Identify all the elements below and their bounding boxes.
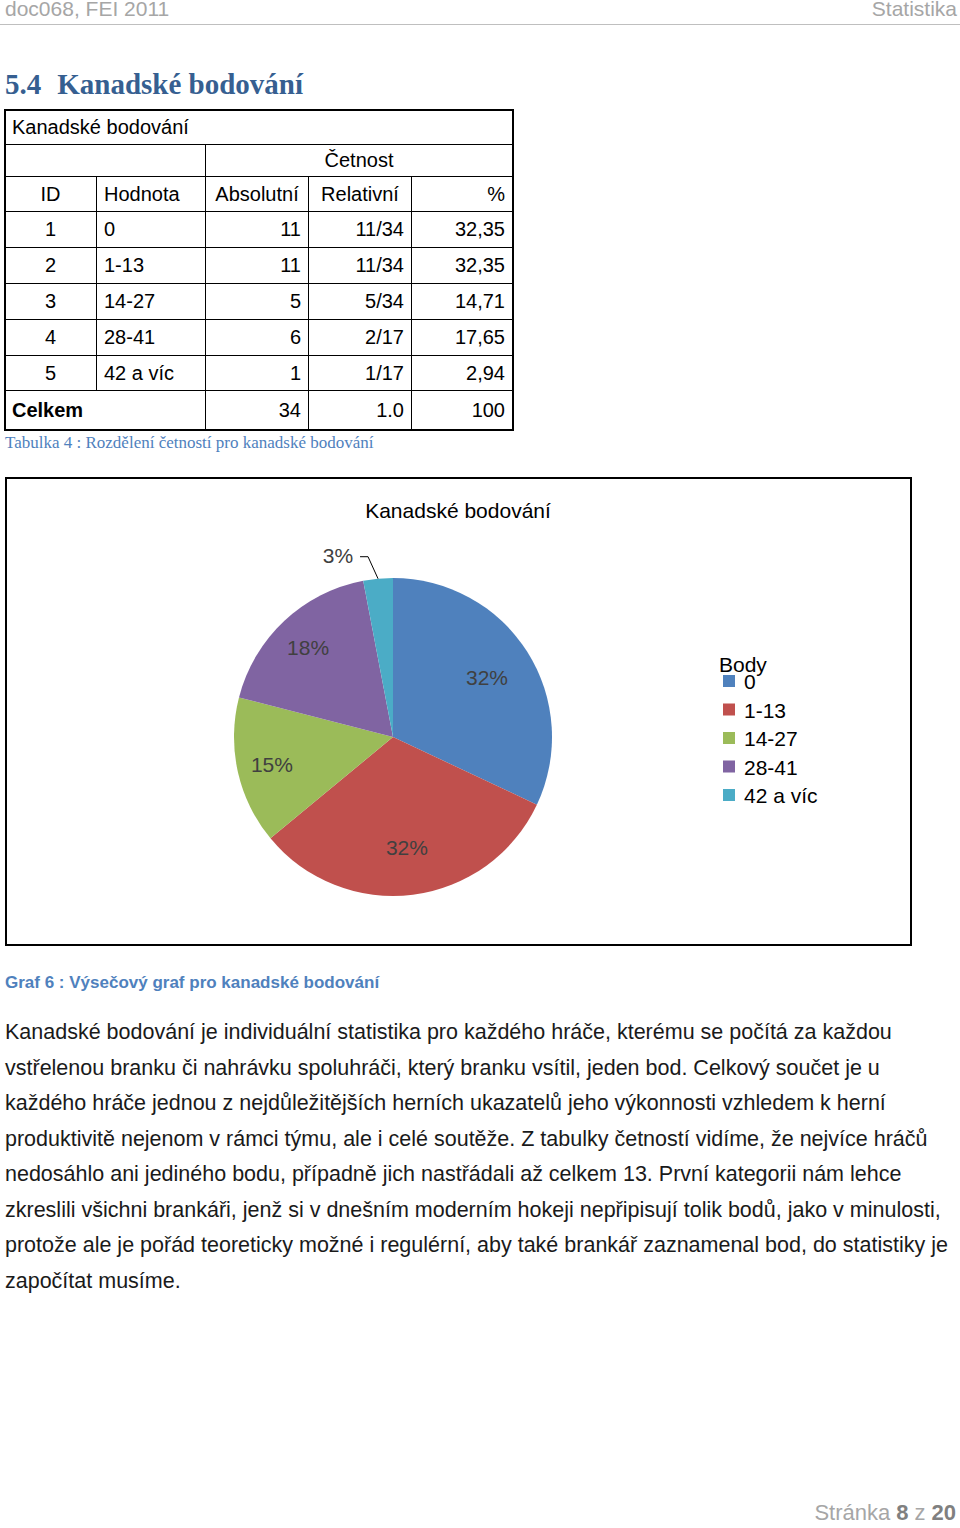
table-cell: 32,35 (412, 212, 513, 248)
table-cell: 0 (97, 212, 206, 248)
table-cell: 42 a víc (97, 356, 206, 391)
table-cell: 100 (412, 391, 513, 430)
section-title: 5.4 Kanadské bodování (5, 68, 303, 101)
legend-label: 0 (744, 670, 756, 693)
table-caption: Tabulka 4 : Rozdělení četností pro kanad… (5, 433, 373, 453)
data-label: 15% (251, 753, 293, 776)
section-number: 5.4 (5, 68, 41, 100)
pie-slice (363, 578, 393, 737)
table-cell: 14-27 (97, 284, 206, 320)
legend-label: 28-41 (744, 756, 798, 779)
paragraph: Kanadské bodování je individuální statis… (5, 1015, 955, 1299)
table-cell: 1.0 (309, 391, 412, 430)
leader-line (360, 557, 378, 579)
table-cell: ID (5, 177, 97, 212)
legend-swatch (723, 789, 735, 801)
table-cell: 11 (206, 248, 309, 284)
data-label: 18% (287, 636, 329, 659)
table-cell: 5 (5, 356, 97, 391)
pie-slices (234, 578, 552, 896)
table-cell: 1-13 (97, 248, 206, 284)
table-frame (4, 109, 514, 431)
table-cell: 1/17 (309, 356, 412, 391)
footer-total: 20 (932, 1500, 956, 1525)
table-cell: 11/34 (309, 248, 412, 284)
footer: Stránka8z20 (814, 1500, 956, 1526)
table-cell: Kanadské bodování (5, 110, 513, 145)
table-cell: 2,94 (412, 356, 513, 391)
table-cell: 17,65 (412, 320, 513, 356)
table-cell: 6 (206, 320, 309, 356)
table-cell: % (412, 177, 513, 212)
legend-label: 42 a víc (744, 784, 818, 807)
legend-label: 1-13 (744, 699, 786, 722)
table-cell: 11/34 (309, 212, 412, 248)
table-cell: Hodnota (97, 177, 206, 212)
chart-title: Kanadské bodování (365, 499, 551, 522)
chart-svg: Kanadské bodování32%32%15%18%3%Body01-13… (0, 0, 960, 1528)
legend-swatch (723, 704, 735, 716)
table-cell: 32,35 (412, 248, 513, 284)
header-left: doc068, FEI 2011 (5, 0, 169, 21)
table-cell: Absolutní (206, 177, 309, 212)
table-cell: 2 (5, 248, 97, 284)
table-cell: 14,71 (412, 284, 513, 320)
table-cell: Celkem (5, 391, 206, 430)
data-label: 3% (323, 544, 353, 567)
table-cell: 4 (5, 320, 97, 356)
data-label: 32% (466, 666, 508, 689)
table-cell: Četnost (206, 145, 513, 177)
table-cell: 34 (206, 391, 309, 430)
table-cell: 1 (206, 356, 309, 391)
table-cell (5, 145, 206, 177)
section-name: Kanadské bodování (57, 68, 303, 100)
chart-caption: Graf 6 : Výsečový graf pro kanadské bodo… (5, 973, 379, 993)
table-cell: 28-41 (97, 320, 206, 356)
table-cell: 3 (5, 284, 97, 320)
pie-labels: 32% 32% 15% 18% 3% (251, 544, 508, 860)
legend-swatch (723, 761, 735, 773)
table-cell: 1 (5, 212, 97, 248)
data-label: 32% (386, 836, 428, 859)
legend-label: 14-27 (744, 727, 798, 750)
table-cell: 2/17 (309, 320, 412, 356)
footer-of: z (915, 1500, 926, 1525)
legend-swatch (723, 732, 735, 744)
legend-swatch (723, 675, 735, 687)
footer-prefix: Stránka (814, 1500, 890, 1525)
table-cell: 11 (206, 212, 309, 248)
footer-page: 8 (896, 1500, 908, 1525)
table-cell: Relativní (309, 177, 412, 212)
header-rule (0, 24, 960, 25)
table-cell: 5/34 (309, 284, 412, 320)
header-right: Statistika (872, 0, 957, 21)
table-cell: 5 (206, 284, 309, 320)
